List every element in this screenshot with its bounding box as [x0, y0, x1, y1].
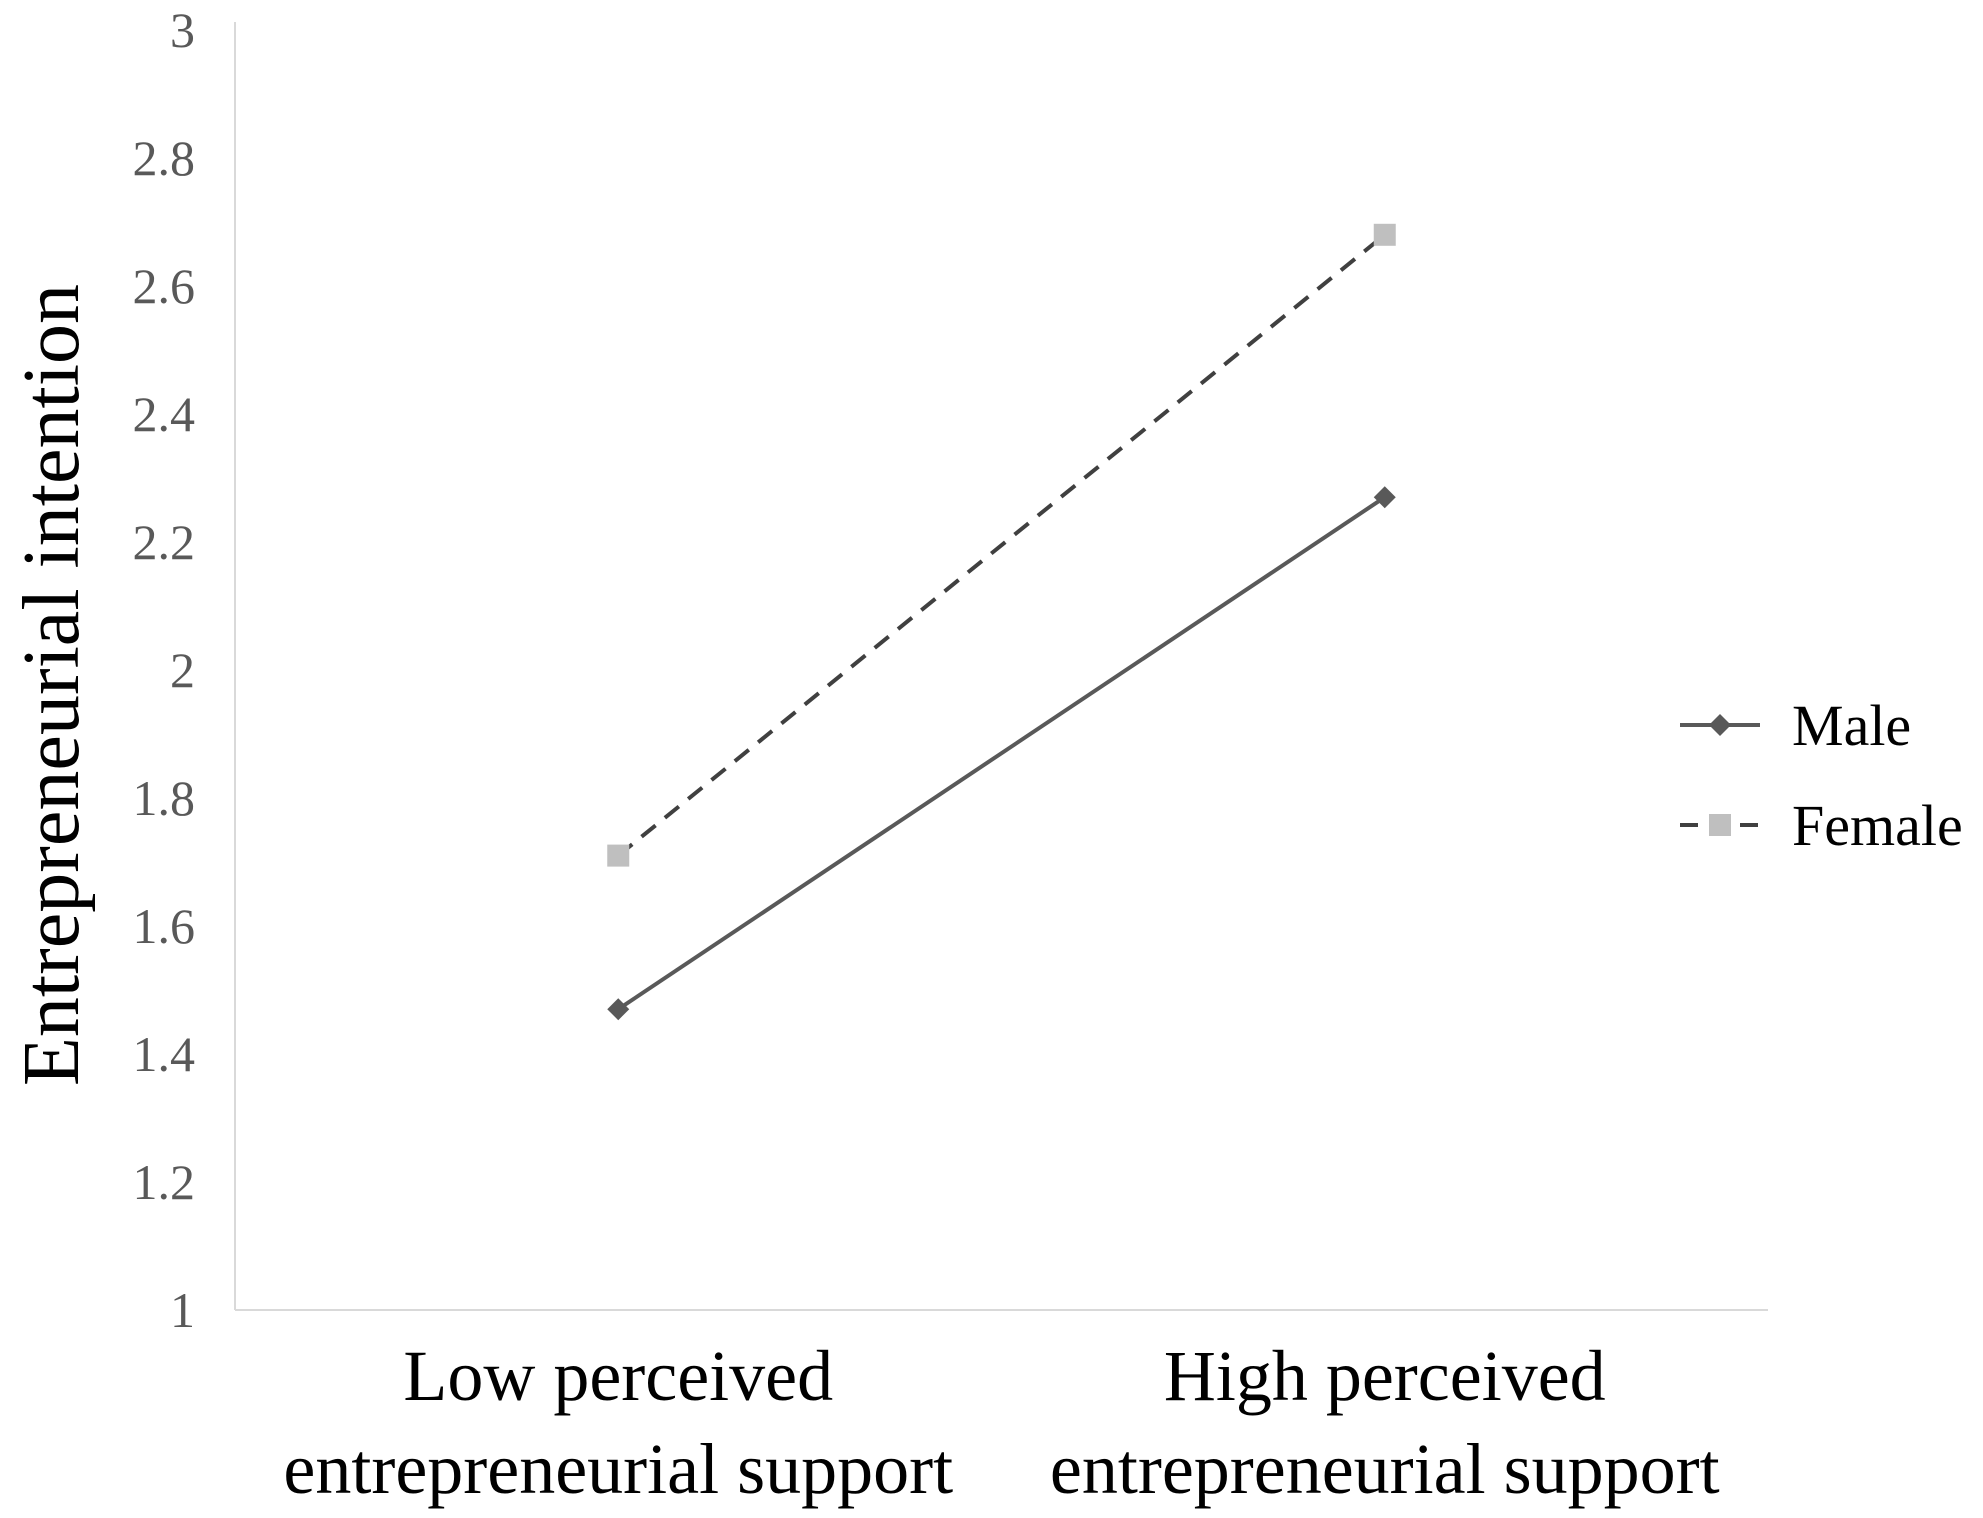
- series-female: [607, 223, 1396, 867]
- legend-item-male: Male: [1680, 693, 1911, 758]
- y-tick-label: 2.4: [133, 386, 196, 442]
- legend-label: Female: [1792, 793, 1963, 858]
- male-point: [1373, 486, 1396, 509]
- y-tick-label: 1.8: [133, 770, 196, 826]
- y-tick-label: 2: [170, 642, 195, 698]
- x-axis-categories: Low perceived entrepreneurial support High…: [283, 1336, 1719, 1509]
- y-tick-label: 2.2: [133, 514, 196, 570]
- y-tick-label: 2.8: [133, 130, 196, 186]
- y-tick-label: 1.6: [133, 898, 196, 954]
- legend-label: Male: [1792, 693, 1911, 758]
- legend: Male Female: [1680, 693, 1963, 858]
- x-category-label: entrepreneurial support: [1050, 1429, 1720, 1509]
- y-tick-label: 1.2: [133, 1154, 196, 1210]
- male-point: [607, 998, 630, 1021]
- y-tick-label: 2.6: [133, 258, 196, 314]
- female-line: [616, 233, 1387, 858]
- y-tick-label: 1: [170, 1282, 195, 1338]
- x-category-label: Low perceived: [403, 1336, 833, 1416]
- y-tick-label: 3: [170, 2, 195, 58]
- legend-swatch-marker: [1709, 714, 1731, 736]
- series-male: [607, 486, 1396, 1021]
- y-axis-ticks: 1 1.2 1.4 1.6 1.8 2 2.2 2.4 2.6 2.8 3: [133, 2, 196, 1338]
- series-layer: [607, 223, 1396, 1021]
- y-axis-title: Entrepreneurial intention: [8, 284, 96, 1086]
- male-line: [617, 495, 1386, 1011]
- x-category-label: entrepreneurial support: [283, 1429, 953, 1509]
- axes: [234, 22, 1768, 1311]
- x-category-label: High perceived: [1164, 1336, 1606, 1416]
- y-tick-label: 1.4: [133, 1026, 196, 1082]
- legend-item-female: Female: [1680, 793, 1963, 858]
- female-point: [607, 844, 630, 867]
- legend-swatch-marker: [1709, 814, 1731, 836]
- female-point: [1373, 223, 1396, 246]
